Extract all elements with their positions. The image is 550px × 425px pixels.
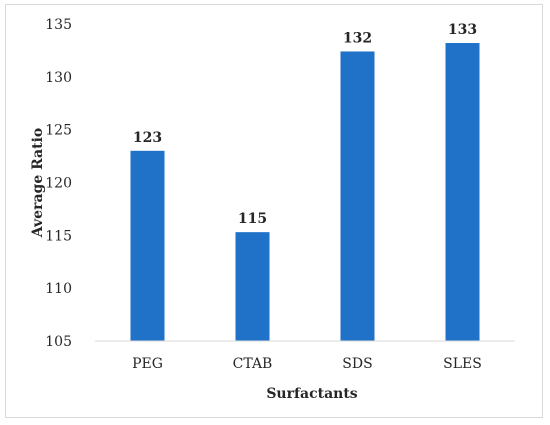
x-tick-label: PEG xyxy=(132,356,163,372)
y-tick-label: 105 xyxy=(45,334,72,350)
x-tick-label: SDS xyxy=(342,356,372,372)
bar xyxy=(130,150,165,341)
bar xyxy=(445,43,480,342)
data-label: 132 xyxy=(343,30,372,46)
bar xyxy=(235,232,270,341)
y-tick-label: 130 xyxy=(45,70,72,86)
y-tick-label: 135 xyxy=(45,17,72,33)
y-tick-label: 110 xyxy=(45,281,72,297)
data-label: 123 xyxy=(133,130,162,146)
x-axis-ticks: PEG CTAB SDS SLES xyxy=(132,356,482,372)
y-tick-label: 125 xyxy=(45,123,72,139)
x-tick-label: CTAB xyxy=(233,356,273,372)
y-axis-title: Average Ratio xyxy=(30,128,46,239)
y-tick-label: 115 xyxy=(45,228,72,244)
x-axis-title: Surfactants xyxy=(266,386,357,402)
data-label: 133 xyxy=(448,22,477,38)
data-label: 115 xyxy=(238,211,267,227)
data-labels: 123 115 132 133 xyxy=(133,22,477,227)
bar xyxy=(340,51,375,342)
x-tick-label: SLES xyxy=(443,356,482,372)
bars xyxy=(130,43,480,342)
y-tick-label: 120 xyxy=(45,176,72,192)
y-axis-ticks: 105 110 115 120 125 130 135 xyxy=(45,17,72,350)
